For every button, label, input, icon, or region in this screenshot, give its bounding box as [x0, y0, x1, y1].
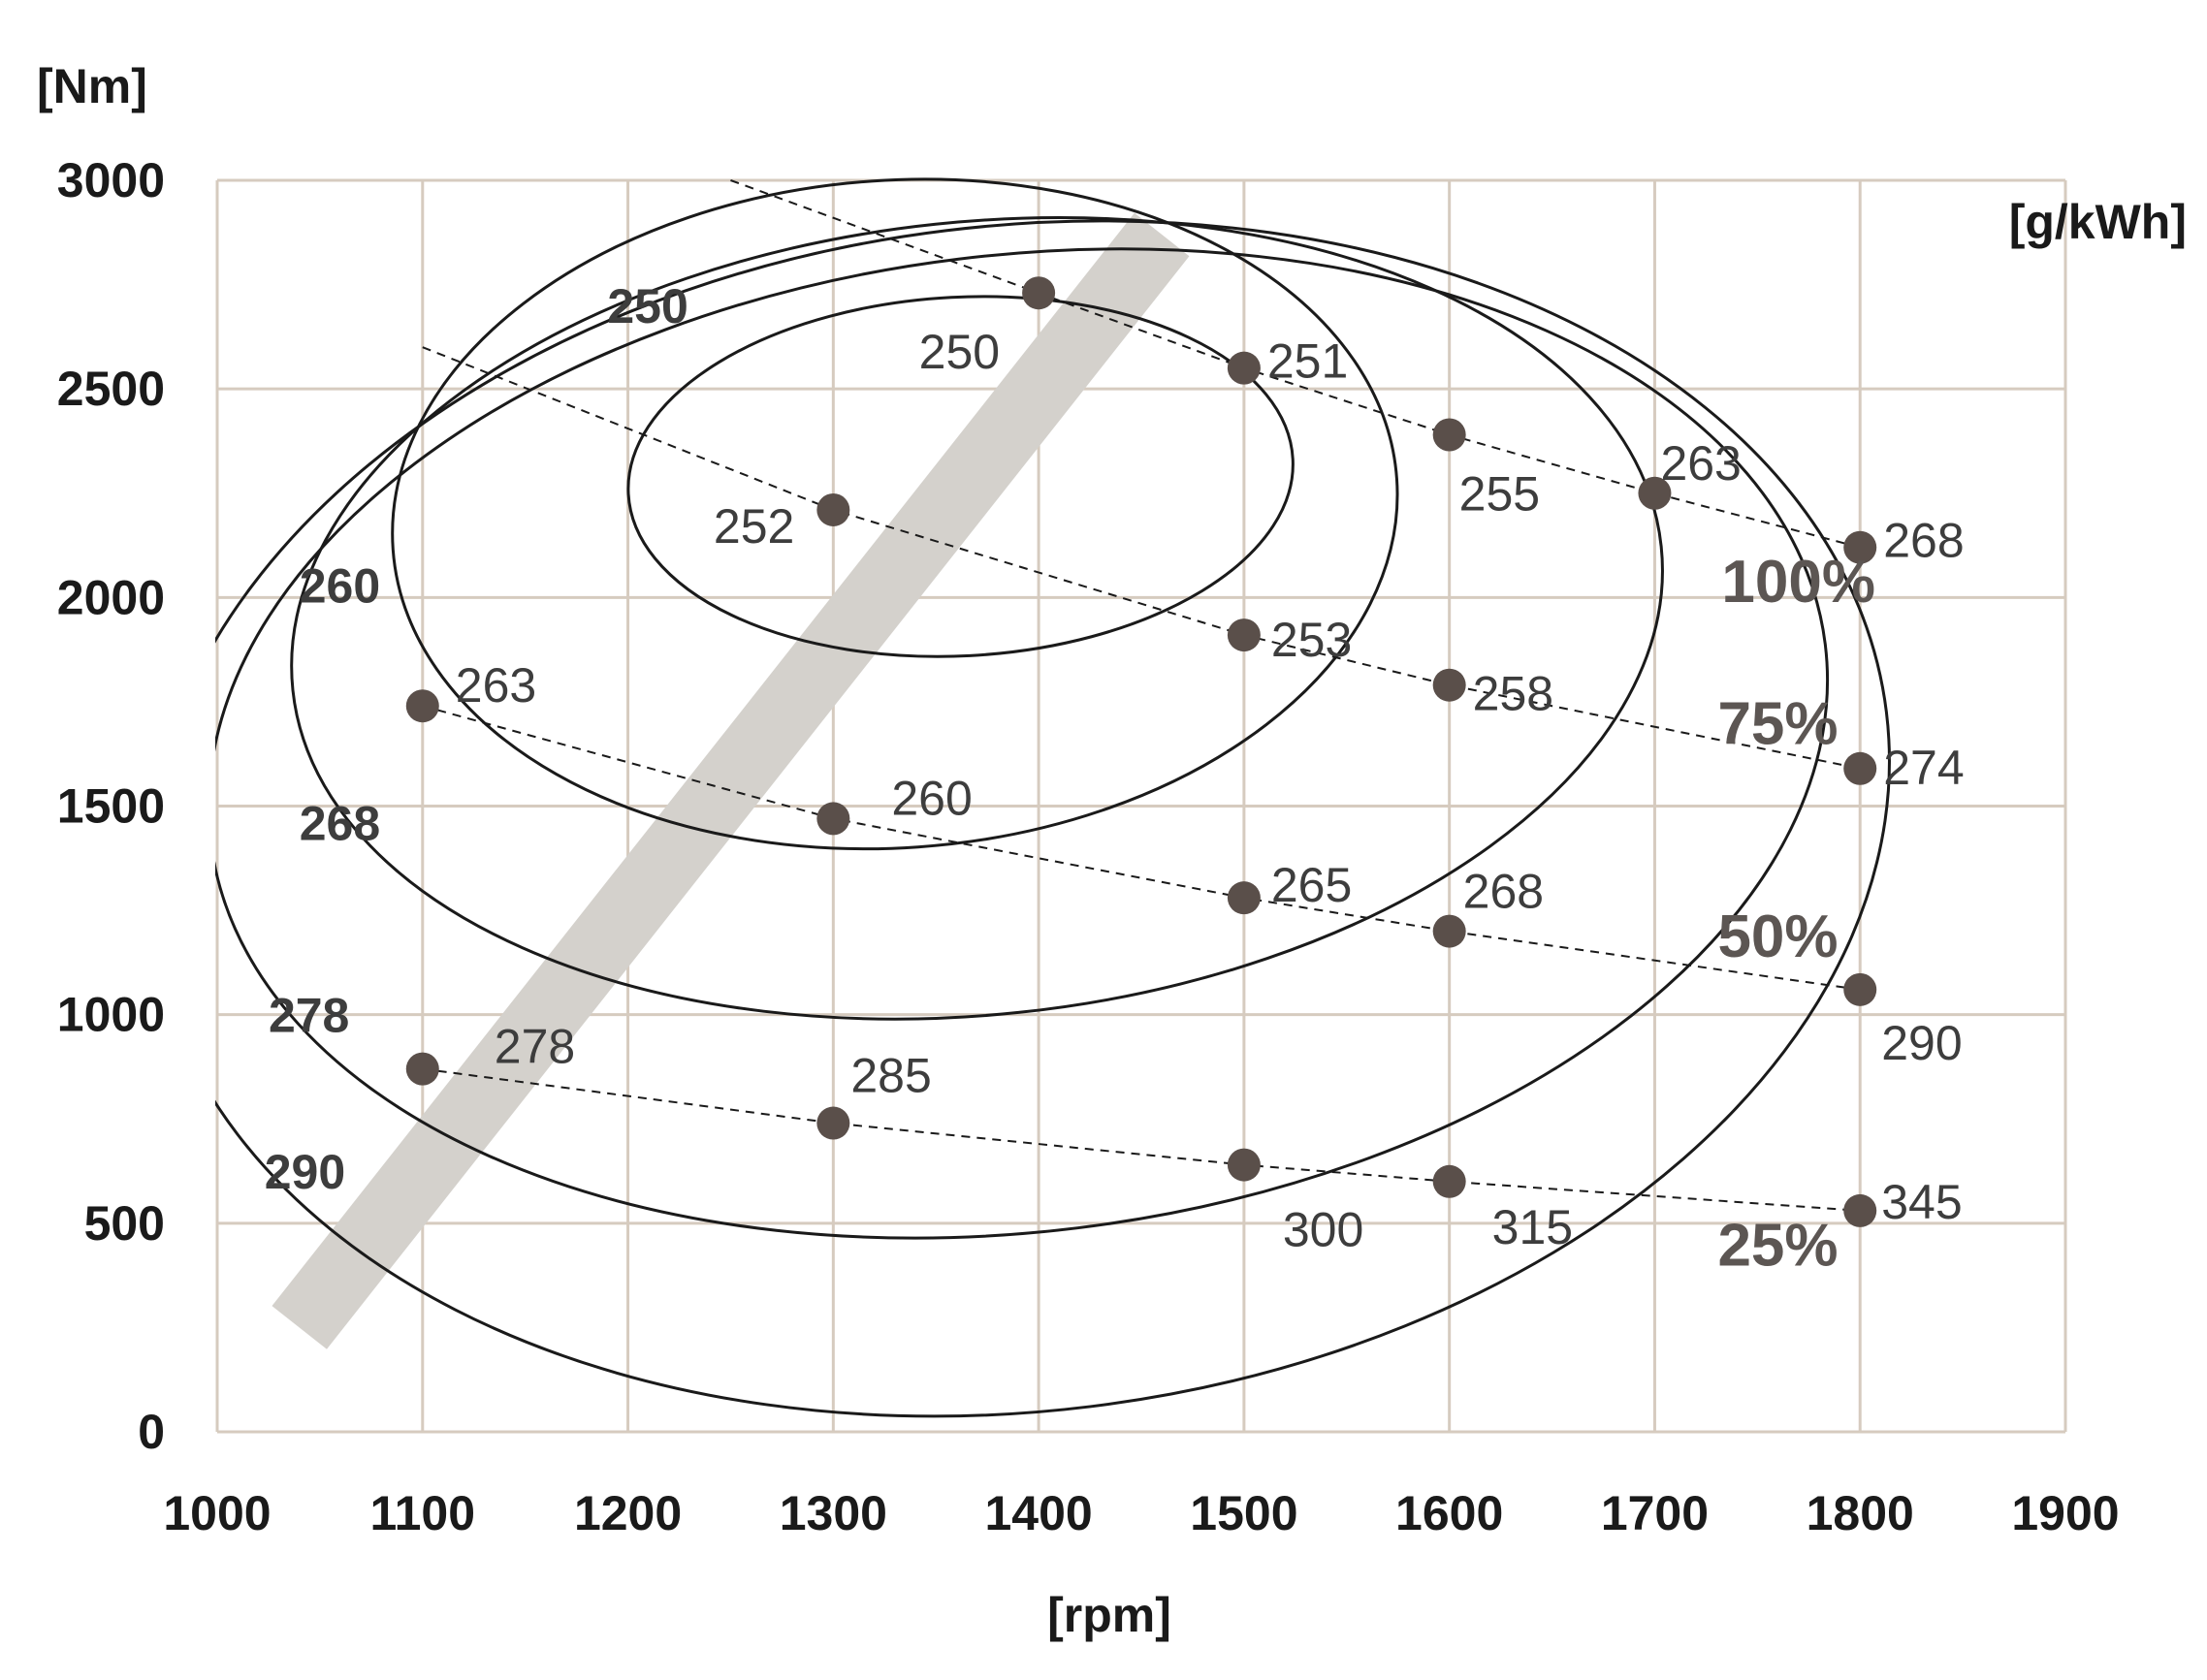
point-label: 255	[1459, 467, 1540, 522]
data-point	[1227, 351, 1261, 385]
point-label: 251	[1267, 334, 1348, 389]
load-label: 75%	[1717, 690, 1838, 757]
point-label: 258	[1473, 667, 1553, 721]
x-tick-label: 1500	[1190, 1486, 1297, 1540]
data-point	[1638, 476, 1672, 510]
load-label: 100%	[1721, 549, 1875, 616]
y-tick-label: 2500	[57, 362, 165, 416]
contour-250	[626, 295, 1295, 658]
y-tick-label: 0	[138, 1405, 165, 1459]
data-point	[1843, 1193, 1877, 1227]
data-point	[1227, 1148, 1261, 1182]
y-tick-label: 500	[84, 1196, 165, 1251]
data-point	[816, 1106, 850, 1140]
point-label: 263	[456, 658, 536, 713]
point-label: 274	[1883, 741, 1964, 795]
data-point	[1843, 972, 1877, 1006]
contour-278	[215, 247, 1830, 1240]
grid	[215, 178, 2067, 1434]
x-tick-label: 1300	[780, 1486, 887, 1540]
point-label: 265	[1271, 858, 1352, 912]
data-point	[1227, 618, 1261, 652]
y-tick-label: 1500	[57, 779, 165, 834]
point-label: 268	[1883, 514, 1964, 568]
load-line-100pct	[730, 179, 1861, 549]
data-point	[1022, 276, 1056, 310]
x-tick-label: 1100	[370, 1486, 475, 1540]
load-lines	[422, 179, 1861, 1212]
point-label: 315	[1492, 1200, 1573, 1254]
x-tick-label: 1800	[1807, 1486, 1914, 1540]
contour-290	[215, 219, 1891, 1418]
x-tick-label: 1400	[984, 1486, 1092, 1540]
x-tick-label: 1700	[1601, 1486, 1709, 1540]
x-tick-label: 1200	[574, 1486, 682, 1540]
contour-268	[290, 216, 1664, 1021]
contour-label: 268	[300, 797, 380, 851]
load-label: 50%	[1717, 903, 1838, 970]
y-tick-label: 3000	[57, 153, 165, 207]
optimal-band-bar	[272, 212, 1190, 1349]
point-label: 263	[1660, 436, 1741, 491]
z-unit-label: [g/kWh]	[2009, 195, 2187, 249]
point-label: 290	[1881, 1016, 1962, 1070]
point-label: 250	[919, 325, 1000, 379]
contour-label: 290	[265, 1145, 345, 1199]
load-line-75pct	[422, 346, 1861, 770]
y-axis-label: [Nm]	[37, 59, 147, 113]
data-point	[1843, 751, 1877, 785]
data-point	[1227, 881, 1261, 915]
point-label: 300	[1283, 1203, 1363, 1257]
point-label: 253	[1271, 613, 1352, 667]
point-label: 260	[891, 771, 972, 825]
data-point	[1843, 530, 1877, 564]
chart-text: 1000 1100 1200 1300 1400 1500 1600 1700 1800 1900…	[37, 59, 2187, 1642]
data-point	[405, 689, 439, 723]
contour-260	[391, 177, 1399, 851]
x-axis-label: [rpm]	[1047, 1588, 1171, 1642]
data-point	[1432, 668, 1466, 702]
contour-label: 250	[607, 279, 688, 333]
point-label: 285	[850, 1049, 931, 1103]
data-point	[816, 492, 850, 526]
data-point	[1432, 418, 1466, 452]
x-tick-label: 1000	[163, 1486, 271, 1540]
load-label: 25%	[1717, 1212, 1838, 1279]
contour-label: 278	[269, 989, 349, 1043]
data-point	[816, 802, 850, 836]
contour-label: 260	[300, 558, 380, 613]
data-point	[1432, 1164, 1466, 1198]
x-tick-label: 1600	[1395, 1486, 1503, 1540]
data-point	[1432, 914, 1466, 948]
data-point	[405, 1052, 439, 1086]
data-points	[405, 276, 1877, 1227]
contour-lines	[215, 177, 1891, 1418]
x-tick-label: 1900	[2011, 1486, 2119, 1540]
y-tick-label: 2000	[57, 570, 165, 624]
point-label: 345	[1881, 1175, 1962, 1229]
point-label: 278	[495, 1020, 575, 1074]
y-tick-label: 1000	[57, 988, 165, 1042]
point-label: 268	[1463, 865, 1544, 919]
point-label: 252	[714, 499, 794, 554]
optimal-band	[272, 212, 1190, 1349]
